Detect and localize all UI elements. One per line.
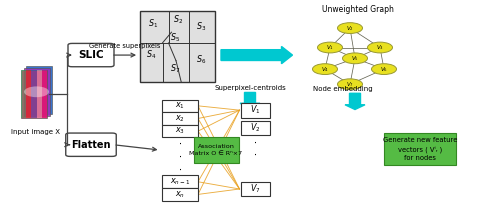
Circle shape [318, 42, 342, 53]
Text: Generate superpixels: Generate superpixels [90, 43, 160, 49]
Circle shape [338, 79, 362, 90]
Text: $V_1$: $V_1$ [326, 43, 334, 52]
FancyArrow shape [221, 46, 292, 64]
Circle shape [312, 64, 338, 75]
Text: $\cdot$: $\cdot$ [253, 138, 257, 147]
Bar [240, 103, 270, 118]
FancyBboxPatch shape [21, 70, 47, 118]
Text: $\cdot$: $\cdot$ [178, 152, 182, 161]
Text: $S_6$: $S_6$ [196, 53, 206, 65]
Text: Input image X: Input image X [11, 129, 60, 135]
Text: $V_2$: $V_2$ [346, 24, 354, 33]
Circle shape [372, 64, 396, 75]
FancyBboxPatch shape [66, 133, 116, 156]
Bar [162, 100, 198, 112]
FancyBboxPatch shape [26, 66, 52, 114]
Bar [162, 112, 198, 125]
Text: Node embedding: Node embedding [312, 86, 372, 92]
Bar [162, 188, 198, 201]
Text: $x_3$: $x_3$ [175, 126, 185, 136]
Text: Generate new feature
vectors ( Vⁱᵣ )
for nodes: Generate new feature vectors ( Vⁱᵣ ) for… [383, 137, 457, 161]
Bar [162, 125, 198, 137]
Bar [240, 121, 270, 135]
Circle shape [342, 53, 367, 64]
Text: $S_1$: $S_1$ [148, 17, 158, 30]
Text: $V_7$: $V_7$ [346, 80, 354, 89]
Bar [21, 70, 26, 118]
Bar [26, 70, 32, 118]
FancyArrow shape [240, 92, 260, 108]
Bar [162, 175, 198, 188]
Text: $\cdot$: $\cdot$ [178, 139, 182, 148]
Text: $S_2$: $S_2$ [173, 13, 184, 26]
Bar [36, 70, 42, 118]
FancyBboxPatch shape [24, 68, 50, 116]
Text: $x_2$: $x_2$ [175, 113, 185, 124]
Text: $V_3$: $V_3$ [376, 43, 384, 52]
Text: $V_5$: $V_5$ [351, 54, 359, 63]
Text: $V_2$: $V_2$ [250, 122, 260, 134]
Text: $x_n$: $x_n$ [175, 189, 185, 200]
Text: Flatten: Flatten [72, 140, 111, 150]
Text: $S_7$: $S_7$ [170, 63, 180, 76]
Text: $S_5$: $S_5$ [170, 32, 180, 44]
Text: Unweighted Graph: Unweighted Graph [322, 5, 394, 14]
Circle shape [338, 23, 362, 33]
Text: $S_3$: $S_3$ [196, 20, 206, 33]
Text: $x_{n-1}$: $x_{n-1}$ [170, 176, 190, 187]
Circle shape [368, 42, 392, 53]
FancyBboxPatch shape [194, 137, 238, 163]
Circle shape [24, 86, 49, 97]
Text: $V_4$: $V_4$ [321, 65, 329, 74]
Bar [240, 182, 270, 196]
Text: $x_1$: $x_1$ [175, 101, 185, 111]
Text: Superpixel-centroids: Superpixel-centroids [214, 85, 286, 91]
Text: SLIC: SLIC [78, 50, 104, 60]
Text: $V_1$: $V_1$ [250, 104, 260, 116]
Text: $\cdot$: $\cdot$ [178, 165, 182, 174]
Bar [42, 70, 47, 118]
Text: $V_7$: $V_7$ [250, 183, 260, 195]
FancyBboxPatch shape [384, 133, 456, 165]
Text: Association
Matrix O ∈ Rⁿ×7: Association Matrix O ∈ Rⁿ×7 [190, 144, 242, 156]
Text: $S_4$: $S_4$ [146, 49, 156, 61]
Bar [140, 11, 215, 82]
Text: $\cdot$: $\cdot$ [253, 150, 257, 159]
FancyArrow shape [345, 93, 365, 110]
Text: $V_6$: $V_6$ [380, 65, 388, 74]
Bar [32, 70, 36, 118]
FancyBboxPatch shape [68, 43, 114, 67]
